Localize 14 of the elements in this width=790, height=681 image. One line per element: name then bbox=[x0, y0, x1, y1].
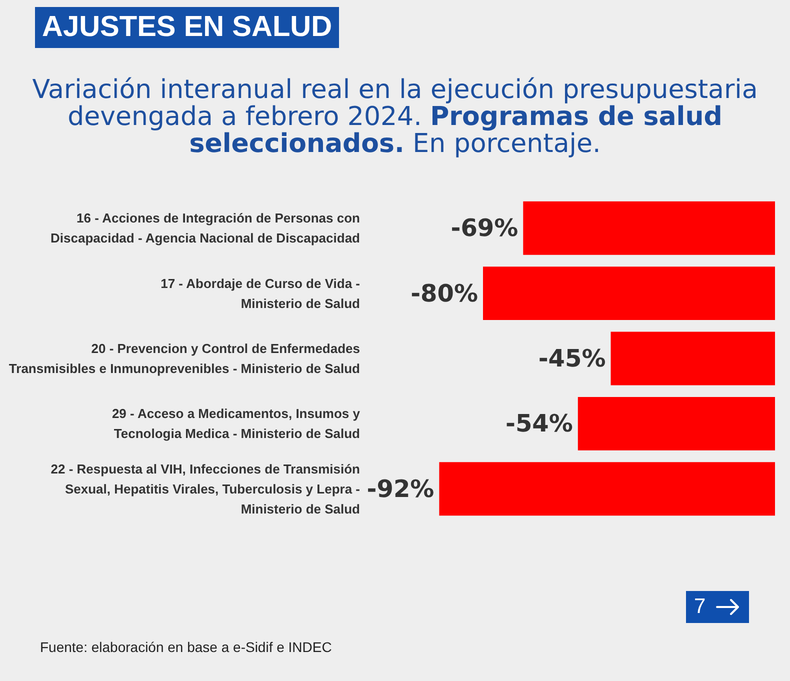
y-tick-label: 16 - Acciones de Integración de Personas con Discapacidad - Agencia Nacional de Discapacidad bbox=[50, 210, 360, 246]
source-note: Fuente: elaboración en base a e-Sidif e INDEC bbox=[40, 639, 332, 655]
y-tick-label: 29 - Acceso a Medicamentos, Insumos y Tecnologia Medica - Ministerio de Salud bbox=[112, 406, 361, 442]
chart-subtitle: Variación interanual real en la ejecución presupuestaria devengada a febrero 2024. Programas de salud seleccionados. En porcentaje. bbox=[31, 75, 759, 159]
data-label: -45% bbox=[538, 344, 606, 372]
y-tick-label: 20 - Prevencion y Control de Enfermedades Transmisibles e Inmunoprevenibles - Ministerio de Salud bbox=[8, 341, 360, 376]
data-label: -80% bbox=[410, 279, 478, 308]
y-tick-label: 22 - Respuesta al VIH, Infecciones de Transmisión Sexual, Hepatitis Virales, Tuberculosis y Lepra - Ministerio de Salud bbox=[50, 461, 360, 516]
page-box: 7 bbox=[686, 591, 749, 623]
data-label: -92% bbox=[366, 474, 434, 503]
data-label: -69% bbox=[450, 214, 518, 242]
data-label: -54% bbox=[505, 410, 573, 438]
y-tick-label: 17 - Abordaje de Curso de Vida - Ministerio de Salud bbox=[160, 276, 360, 311]
text: AJUSTES EN SALUD bbox=[35, 7, 340, 48]
